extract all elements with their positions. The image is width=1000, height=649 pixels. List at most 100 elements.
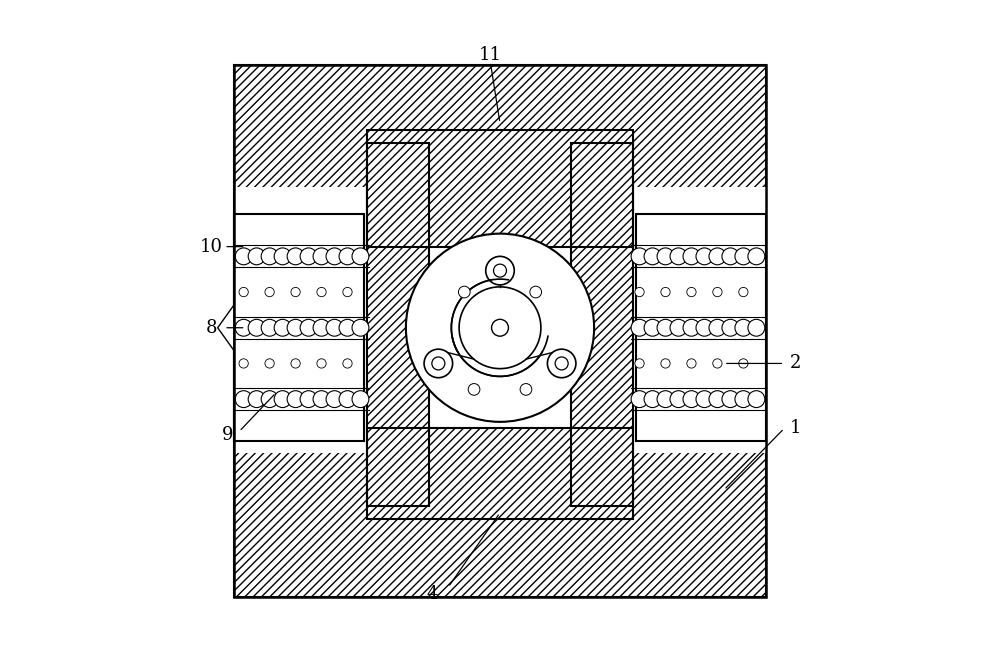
Bar	[367, 130, 633, 247]
Circle shape	[265, 359, 274, 368]
Circle shape	[644, 391, 661, 408]
Bar	[571, 143, 633, 506]
Bar	[234, 65, 766, 597]
Circle shape	[339, 319, 356, 336]
Circle shape	[657, 391, 674, 408]
Circle shape	[635, 359, 644, 368]
Circle shape	[635, 288, 644, 297]
Circle shape	[432, 357, 445, 370]
Text: 4: 4	[426, 585, 438, 603]
Circle shape	[239, 359, 248, 368]
Circle shape	[722, 391, 739, 408]
Circle shape	[687, 288, 696, 297]
Circle shape	[661, 288, 670, 297]
Bar	[367, 428, 633, 519]
Circle shape	[235, 248, 252, 265]
Circle shape	[520, 384, 532, 395]
Circle shape	[326, 248, 343, 265]
Circle shape	[696, 319, 713, 336]
Circle shape	[352, 319, 369, 336]
Circle shape	[547, 349, 576, 378]
Circle shape	[352, 248, 369, 265]
Circle shape	[406, 234, 594, 422]
Bar	[571, 143, 633, 506]
Circle shape	[683, 391, 700, 408]
Bar	[636, 214, 766, 441]
Circle shape	[287, 391, 304, 408]
Circle shape	[274, 391, 291, 408]
Circle shape	[530, 286, 542, 298]
Circle shape	[343, 359, 352, 368]
Circle shape	[683, 248, 700, 265]
Circle shape	[424, 349, 453, 378]
Bar	[234, 214, 364, 441]
Circle shape	[748, 319, 765, 336]
Bar	[370, 188, 630, 454]
Text: 8: 8	[205, 319, 217, 337]
Circle shape	[709, 319, 726, 336]
Circle shape	[735, 391, 752, 408]
Circle shape	[313, 248, 330, 265]
Circle shape	[261, 319, 278, 336]
Circle shape	[326, 319, 343, 336]
Circle shape	[492, 319, 508, 336]
Circle shape	[687, 359, 696, 368]
Circle shape	[670, 391, 687, 408]
Circle shape	[235, 391, 252, 408]
Circle shape	[661, 359, 670, 368]
Circle shape	[735, 248, 752, 265]
Circle shape	[317, 288, 326, 297]
Polygon shape	[218, 305, 234, 350]
Circle shape	[631, 248, 648, 265]
Circle shape	[713, 359, 722, 368]
Circle shape	[300, 319, 317, 336]
Circle shape	[739, 288, 748, 297]
Text: 10: 10	[200, 238, 223, 256]
Bar	[367, 143, 429, 506]
Circle shape	[339, 248, 356, 265]
Circle shape	[486, 256, 514, 285]
Circle shape	[339, 391, 356, 408]
Circle shape	[300, 248, 317, 265]
Circle shape	[644, 248, 661, 265]
Circle shape	[248, 391, 265, 408]
Circle shape	[644, 319, 661, 336]
Circle shape	[722, 319, 739, 336]
Circle shape	[287, 319, 304, 336]
Circle shape	[458, 286, 470, 298]
Text: 1: 1	[790, 419, 801, 437]
Circle shape	[494, 264, 506, 277]
Text: 2: 2	[790, 354, 801, 373]
Circle shape	[631, 391, 648, 408]
Circle shape	[313, 319, 330, 336]
Circle shape	[631, 319, 648, 336]
Circle shape	[722, 248, 739, 265]
Circle shape	[468, 384, 480, 395]
Circle shape	[352, 391, 369, 408]
Circle shape	[657, 248, 674, 265]
Bar	[367, 428, 633, 519]
Circle shape	[239, 288, 248, 297]
Circle shape	[683, 319, 700, 336]
Bar	[367, 130, 633, 247]
Circle shape	[287, 248, 304, 265]
Circle shape	[248, 248, 265, 265]
Circle shape	[235, 319, 252, 336]
Bar	[234, 65, 766, 597]
Circle shape	[748, 391, 765, 408]
Circle shape	[248, 319, 265, 336]
Circle shape	[735, 319, 752, 336]
Circle shape	[317, 359, 326, 368]
Circle shape	[670, 248, 687, 265]
Circle shape	[657, 319, 674, 336]
Bar	[630, 188, 766, 454]
Circle shape	[555, 357, 568, 370]
Circle shape	[274, 319, 291, 336]
Circle shape	[709, 391, 726, 408]
Circle shape	[261, 248, 278, 265]
Text: 9: 9	[222, 426, 233, 444]
Bar	[367, 143, 429, 506]
Circle shape	[300, 391, 317, 408]
Circle shape	[748, 248, 765, 265]
Circle shape	[265, 288, 274, 297]
